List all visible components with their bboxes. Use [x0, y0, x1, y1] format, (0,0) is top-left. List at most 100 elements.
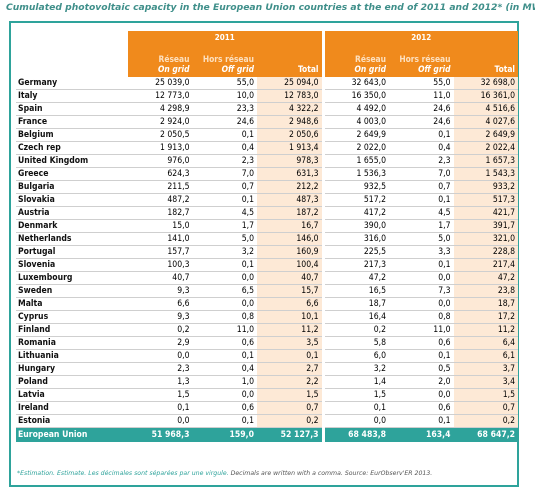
- cell-offgrid-2011: 10,0: [192, 89, 257, 103]
- cell-offgrid-2012: 0,7: [389, 180, 454, 194]
- cell-ongrid-2011: 100,3: [128, 258, 193, 272]
- country-name: Cyprus: [16, 310, 128, 324]
- cell-offgrid-2011: 0,0: [192, 271, 257, 285]
- cell-ongrid-2011: 0,1: [128, 401, 193, 415]
- cell-ongrid-2012: 0,2: [324, 323, 390, 337]
- table-row: Germany 25 039,0 55,0 25 094,0 32 643,0 55,0 3…: [16, 77, 519, 90]
- cell-ongrid-2011: 624,3: [128, 167, 193, 181]
- cell-total-2012: 0,7: [453, 401, 519, 415]
- cell-ongrid-2011: 2,3: [128, 362, 193, 376]
- cell-offgrid-2012: 1,7: [389, 219, 454, 233]
- cell-offgrid-2012: 4,5: [389, 206, 454, 220]
- country-name: Slovakia: [16, 193, 128, 207]
- table-row: Greece 624,3 7,0 631,3 1 536,3 7,0 1 543,3: [16, 167, 519, 181]
- table-row: Romania 2,9 0,6 3,5 5,8 0,6 6,4: [16, 336, 519, 350]
- cell-total-2011: 1,5: [257, 388, 322, 402]
- cell-offgrid-2011: 0,6: [192, 401, 257, 415]
- col-header-total-2012: Total: [453, 44, 519, 77]
- cell-offgrid-2011: 1,0: [192, 375, 257, 389]
- cell-offgrid-2012: 7,3: [389, 284, 454, 298]
- cell-offgrid-2011: 0,6: [192, 336, 257, 350]
- country-name: Netherlands: [16, 232, 128, 246]
- cell-ongrid-2012: 68 483,8: [324, 427, 390, 442]
- cell-offgrid-2012: 0,0: [389, 297, 454, 311]
- cell-ongrid-2011: 51 968,3: [128, 427, 193, 442]
- cell-ongrid-2011: 12 773,0: [128, 89, 193, 103]
- cell-offgrid-2011: 0,4: [192, 141, 257, 155]
- cell-ongrid-2011: 4 298,9: [128, 102, 193, 116]
- cell-offgrid-2011: 4,5: [192, 206, 257, 220]
- table-row: United Kingdom 976,0 2,3 978,3 1 655,0 2,3 1 6…: [16, 154, 519, 168]
- cell-offgrid-2011: 0,1: [192, 193, 257, 207]
- cell-total-2011: 631,3: [257, 167, 322, 181]
- cell-offgrid-2012: 7,0: [389, 167, 454, 181]
- cell-ongrid-2012: 417,2: [324, 206, 390, 220]
- cell-ongrid-2012: 390,0: [324, 219, 390, 233]
- cell-total-2011: 0,1: [257, 349, 322, 363]
- cell-total-2012: 4 516,6: [453, 102, 519, 116]
- col-header-offgrid-2011: Hors réseau Off grid: [192, 44, 257, 77]
- cell-offgrid-2011: 24,6: [192, 115, 257, 129]
- table-row: Bulgaria 211,5 0,7 212,2 932,5 0,7 933,2: [16, 180, 519, 194]
- cell-ongrid-2012: 4 003,0: [324, 115, 390, 129]
- cell-offgrid-2012: 0,1: [389, 128, 454, 142]
- col-header-ongrid-2011: Réseau On grid: [128, 44, 193, 77]
- cell-offgrid-2012: 0,5: [389, 362, 454, 376]
- cell-total-2012: 421,7: [453, 206, 519, 220]
- cell-ongrid-2011: 157,7: [128, 245, 193, 259]
- table-row: Sweden 9,3 6,5 15,7 16,5 7,3 23,8: [16, 284, 519, 298]
- table-frame: 2011 2012 Réseau On grid Hors réseau Off g…: [9, 21, 519, 487]
- cell-total-2012: 321,0: [453, 232, 519, 246]
- cell-ongrid-2011: 0,0: [128, 349, 193, 363]
- cell-total-2012: 17,2: [453, 310, 519, 324]
- table-body: Germany 25 039,0 55,0 25 094,0 32 643,0 55,0 3…: [16, 77, 519, 442]
- cell-total-2012: 47,2: [453, 271, 519, 285]
- country-name: Estonia: [16, 414, 128, 428]
- cell-ongrid-2011: 15,0: [128, 219, 193, 233]
- cell-ongrid-2012: 225,5: [324, 245, 390, 259]
- cell-total-2012: 23,8: [453, 284, 519, 298]
- cell-total-2011: 978,3: [257, 154, 322, 168]
- cell-ongrid-2011: 182,7: [128, 206, 193, 220]
- cell-ongrid-2011: 2,9: [128, 336, 193, 350]
- table-row: Estonia 0,0 0,1 0,2 0,0 0,1 0,2: [16, 414, 519, 428]
- table-row: Cyprus 9,3 0,8 10,1 16,4 0,8 17,2: [16, 310, 519, 324]
- cell-ongrid-2011: 25 039,0: [128, 77, 193, 90]
- cell-total-2012: 2 022,4: [453, 141, 519, 155]
- table-row: Poland 1,3 1,0 2,2 1,4 2,0 3,4: [16, 375, 519, 389]
- cell-offgrid-2012: 0,1: [389, 193, 454, 207]
- cell-offgrid-2011: 3,2: [192, 245, 257, 259]
- cell-offgrid-2012: 0,1: [389, 258, 454, 272]
- country-name: Spain: [16, 102, 128, 116]
- cell-offgrid-2011: 5,0: [192, 232, 257, 246]
- cell-total-2011: 2 948,6: [257, 115, 322, 129]
- cell-ongrid-2011: 6,6: [128, 297, 193, 311]
- cell-total-2011: 25 094,0: [257, 77, 322, 90]
- cell-ongrid-2012: 517,2: [324, 193, 390, 207]
- cell-ongrid-2011: 9,3: [128, 284, 193, 298]
- cell-offgrid-2012: 11,0: [389, 323, 454, 337]
- cell-ongrid-2012: 1,5: [324, 388, 390, 402]
- cell-ongrid-2012: 5,8: [324, 336, 390, 350]
- cell-offgrid-2011: 1,7: [192, 219, 257, 233]
- cell-ongrid-2012: 316,0: [324, 232, 390, 246]
- cell-offgrid-2012: 2,0: [389, 375, 454, 389]
- cell-ongrid-2011: 0,0: [128, 414, 193, 428]
- table-row: Latvia 1,5 0,0 1,5 1,5 0,0 1,5: [16, 388, 519, 402]
- table-row: Italy 12 773,0 10,0 12 783,0 16 350,0 11,0 16 …: [16, 89, 519, 103]
- cell-offgrid-2012: 24,6: [389, 115, 454, 129]
- cell-offgrid-2012: 5,0: [389, 232, 454, 246]
- cell-offgrid-2012: 0,8: [389, 310, 454, 324]
- cell-ongrid-2011: 487,2: [128, 193, 193, 207]
- cell-total-2011: 2,2: [257, 375, 322, 389]
- cell-total-2012: 1 657,3: [453, 154, 519, 168]
- cell-total-2012: 2 649,9: [453, 128, 519, 142]
- table-row: Slovakia 487,2 0,1 487,3 517,2 0,1 517,3: [16, 193, 519, 207]
- table-row: Malta 6,6 0,0 6,6 18,7 0,0 18,7: [16, 297, 519, 311]
- country-name: Austria: [16, 206, 128, 220]
- cell-ongrid-2012: 47,2: [324, 271, 390, 285]
- cell-ongrid-2012: 16,5: [324, 284, 390, 298]
- col-header-total-2011: Total: [257, 44, 322, 77]
- cell-total-2012: 11,2: [453, 323, 519, 337]
- cell-offgrid-2012: 3,3: [389, 245, 454, 259]
